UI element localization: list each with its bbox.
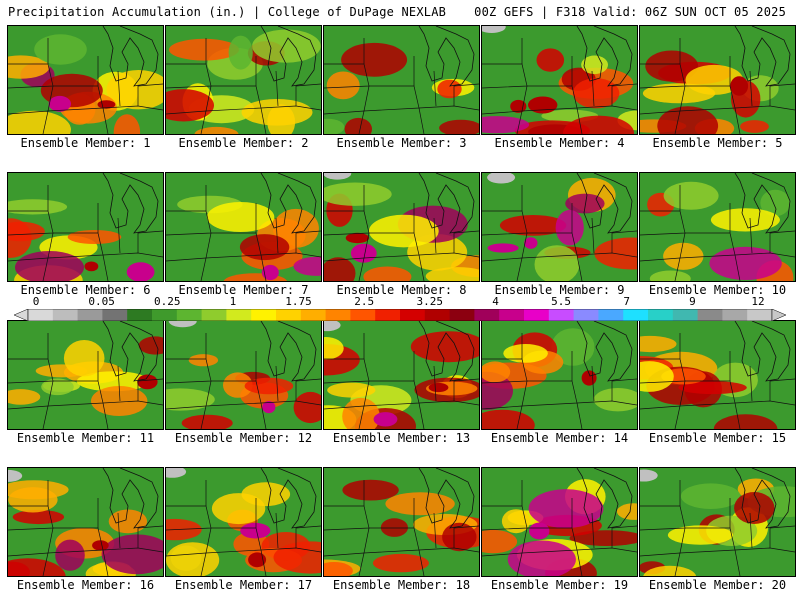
colorbar-segment — [648, 309, 674, 321]
colorbar-segment — [747, 309, 773, 321]
colorbar-segment — [524, 309, 550, 321]
colorbar-segment — [424, 309, 451, 321]
colorbar-segment — [449, 309, 475, 321]
member-label: Ensemble Member: 16 — [16, 578, 155, 592]
colorbar-tick-label: 3.25 — [416, 295, 444, 308]
member-label: Ensemble Member: 11 — [16, 431, 155, 445]
precip-map-member-16 — [7, 467, 164, 577]
map-title: Precipitation Accumulation (in.) | Colle… — [8, 5, 447, 19]
colorbar-min-arrow — [14, 309, 29, 321]
colorbar-segment — [697, 309, 723, 321]
precip-map-member-6 — [7, 172, 164, 282]
member-label: Ensemble Member: 10 — [648, 283, 787, 297]
member-label: Ensemble Member: 7 — [178, 283, 309, 297]
colorbar-segment — [400, 309, 426, 321]
colorbar-tick-label: 0 — [32, 295, 40, 308]
colorbar-segment — [176, 309, 203, 321]
member-label: Ensemble Member: 13 — [332, 431, 471, 445]
precip-map-member-2 — [165, 25, 322, 135]
colorbar-tick-label: 0.05 — [88, 295, 115, 308]
precip-map-member-12 — [165, 320, 322, 430]
member-label: Ensemble Member: 20 — [648, 578, 787, 592]
colorbar-segment — [226, 309, 252, 321]
colorbar-tick-label: 12 — [751, 295, 765, 308]
member-label: Ensemble Member: 4 — [494, 136, 625, 150]
colorbar-tick-label: 2.5 — [354, 295, 375, 308]
member-label: Ensemble Member: 12 — [174, 431, 313, 445]
member-label: Ensemble Member: 19 — [490, 578, 629, 592]
colorbar-segment — [325, 309, 351, 321]
run-valid-time: 00Z GEFS | F318 Valid: 06Z SUN OCT 05 20… — [474, 5, 786, 19]
precip-map-member-11 — [7, 320, 164, 430]
colorbar-segment — [375, 309, 401, 321]
colorbar-tick-label: 5.5 — [551, 295, 572, 308]
colorbar-segment — [152, 309, 178, 321]
precip-map-member-19 — [481, 467, 638, 577]
precip-map-member-20 — [639, 467, 796, 577]
colorbar-segment — [598, 309, 624, 321]
colorbar-segment — [474, 309, 500, 321]
precip-map-member-5 — [639, 25, 796, 135]
colorbar-segment — [28, 309, 54, 321]
member-label: Ensemble Member: 9 — [494, 283, 625, 297]
colorbar-segment — [300, 309, 327, 321]
colorbar-tick-label: 9 — [689, 295, 696, 308]
precip-map-member-17 — [165, 467, 322, 577]
colorbar-segment — [722, 309, 748, 321]
member-label: Ensemble Member: 2 — [178, 136, 309, 150]
member-label: Ensemble Member: 18 — [332, 578, 471, 592]
colorbar-segment — [350, 309, 376, 321]
member-label: Ensemble Member: 6 — [20, 283, 151, 297]
colorbar-segment — [499, 309, 525, 321]
member-label: Ensemble Member: 17 — [174, 578, 313, 592]
colorbar-segment — [77, 309, 103, 321]
colorbar-segment — [573, 309, 599, 321]
precip-map-member-18 — [323, 467, 480, 577]
member-label: Ensemble Member: 15 — [648, 431, 787, 445]
colorbar-tick-label: 1 — [229, 295, 237, 308]
member-label: Ensemble Member: 5 — [652, 136, 783, 150]
colorbar-segment — [623, 309, 649, 321]
member-label: Ensemble Member: 14 — [490, 431, 629, 445]
precip-map-member-4 — [481, 25, 638, 135]
colorbar-segment — [201, 309, 227, 321]
precip-map-member-13 — [323, 320, 480, 430]
member-label: Ensemble Member: 1 — [20, 136, 151, 150]
colorbar-tick-label: 4 — [492, 295, 499, 308]
precip-map-member-8 — [323, 172, 480, 282]
colorbar-segment — [52, 309, 79, 321]
colorbar-segment — [672, 309, 699, 321]
member-label: Ensemble Member: 8 — [336, 283, 467, 297]
precip-map-member-7 — [165, 172, 322, 282]
precip-map-member-1 — [7, 25, 164, 135]
colorbar-max-arrow — [771, 309, 786, 321]
precip-map-member-3 — [323, 25, 480, 135]
precip-map-member-15 — [639, 320, 796, 430]
precip-map-member-9 — [481, 172, 638, 282]
colorbar-segment — [102, 309, 128, 321]
colorbar-segment — [276, 309, 302, 321]
colorbar — [14, 309, 786, 321]
colorbar-segment — [127, 309, 153, 321]
colorbar-tick-label: 7 — [623, 295, 630, 308]
colorbar-tick-label: 0.25 — [154, 295, 181, 308]
precip-map-member-14 — [481, 320, 638, 430]
colorbar-tick-label: 1.75 — [285, 295, 312, 308]
colorbar-segment — [548, 309, 575, 321]
member-label: Ensemble Member: 3 — [336, 136, 467, 150]
precip-map-member-10 — [639, 172, 796, 282]
colorbar-segment — [251, 309, 277, 321]
